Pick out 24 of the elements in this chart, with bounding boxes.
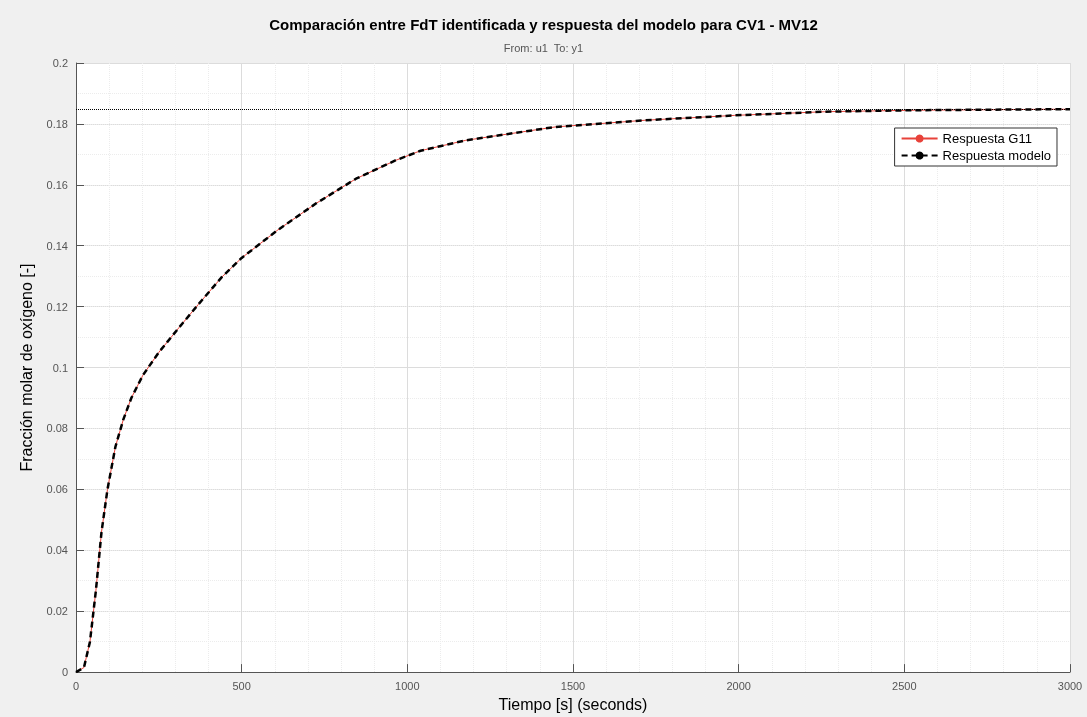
y-tick-label: 0.1	[52, 361, 68, 374]
y-axis-title: Fracción molar de oxígeno [-]	[17, 263, 35, 472]
legend-label: Respuesta G11	[942, 131, 1032, 146]
y-tick-label: 0.18	[46, 117, 68, 130]
x-tick-label: 500	[232, 679, 251, 692]
y-tick-label: 0.12	[46, 300, 68, 313]
y-tick-label: 0.08	[46, 422, 68, 435]
x-tick-label: 0	[72, 679, 80, 692]
x-tick-label: 2500	[892, 679, 917, 692]
y-tick-label: 0.2	[52, 57, 68, 69]
y-tick-label: 0.06	[46, 483, 68, 496]
y-tick-label: 0.04	[46, 544, 68, 557]
x-tick-label: 1500	[560, 679, 586, 692]
chart-subtitle: From: u1 To: y1	[503, 41, 584, 54]
x-tick-label: 2000	[726, 679, 751, 692]
y-tick-label: 0.14	[46, 239, 68, 252]
y-tick-label: 0.16	[46, 178, 68, 191]
chart-title: Comparación entre FdT identificada y respuesta del modelo para CV1 - MV12	[269, 16, 818, 33]
x-tick-label: 3000	[1057, 679, 1083, 692]
y-tick-label: 0.02	[46, 605, 68, 618]
legend-label: Respuesta modelo	[942, 148, 1052, 163]
x-tick-label: 1000	[395, 679, 420, 692]
x-axis-title: Tiempo [s] (seconds)	[498, 695, 648, 713]
y-tick-label: 0	[61, 666, 68, 679]
